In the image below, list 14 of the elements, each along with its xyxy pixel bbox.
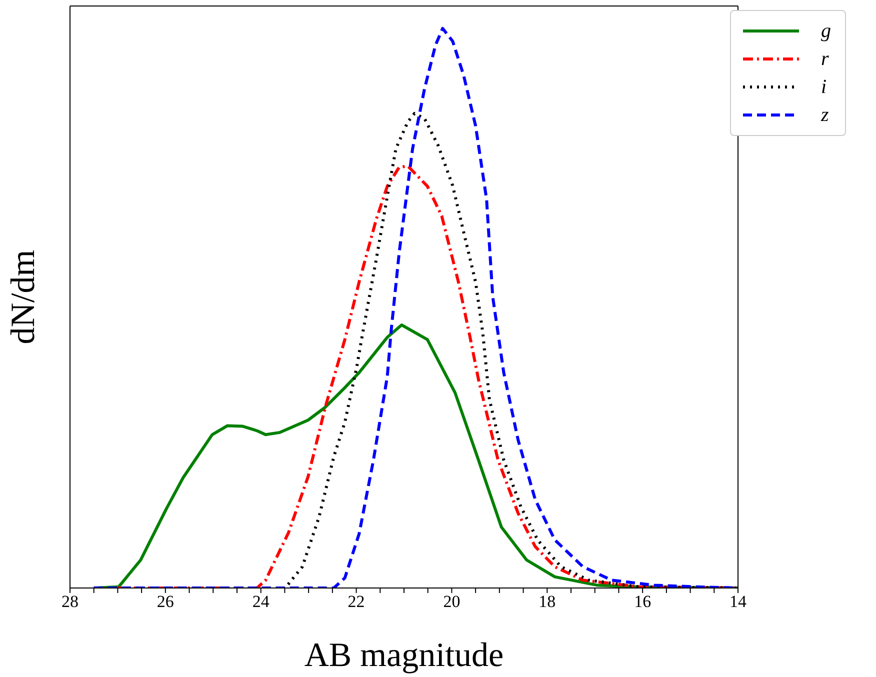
x-tick-label: 18 bbox=[538, 592, 556, 612]
x-tick-label: 28 bbox=[62, 592, 78, 612]
legend-label: i bbox=[821, 76, 828, 98]
x-tick-label: 22 bbox=[348, 592, 365, 612]
x-tick-label: 26 bbox=[156, 592, 174, 612]
legend-label: g bbox=[821, 20, 832, 42]
y-axis-title: dN/dm bbox=[5, 250, 42, 344]
legend-label: z bbox=[821, 104, 830, 126]
x-tick-label: 24 bbox=[252, 592, 270, 612]
legend-label: r bbox=[821, 48, 830, 70]
x-tick-label: 16 bbox=[634, 592, 652, 612]
x-tick-label: 20 bbox=[443, 592, 460, 612]
x-axis-title: AB magnitude bbox=[304, 637, 504, 674]
x-tick-label: 14 bbox=[730, 592, 747, 612]
